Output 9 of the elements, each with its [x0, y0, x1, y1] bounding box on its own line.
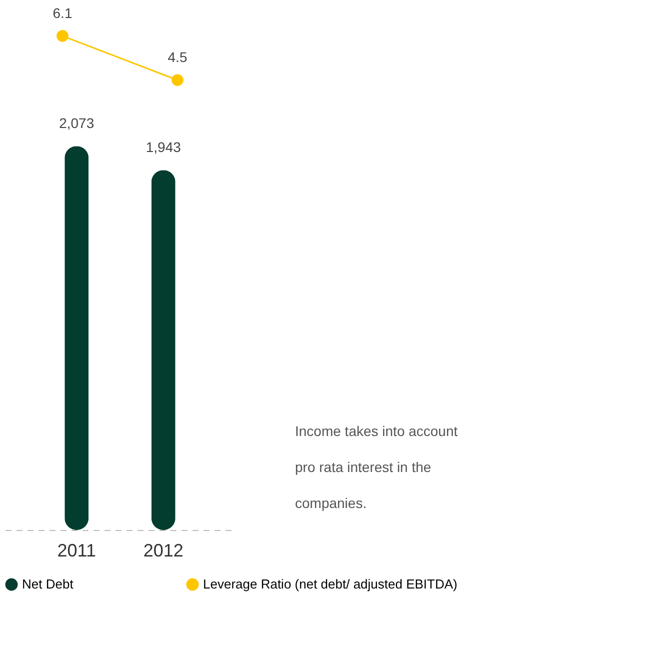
- x-tick-label: 2012: [143, 540, 184, 560]
- legend-label: Net Debt: [22, 576, 74, 592]
- data-label: 6.1: [52, 4, 72, 21]
- data-label: 1,943: [146, 139, 182, 156]
- data-label: 4.5: [168, 49, 188, 66]
- x-tick-label: 2011: [57, 540, 96, 560]
- text: Income takes into account pro rata interest in the companies.: [295, 423, 458, 511]
- data-label: 2,073: [59, 115, 94, 132]
- legend-label: Leverage Ratio (net debt/ adjusted EBITDA): [203, 576, 458, 592]
